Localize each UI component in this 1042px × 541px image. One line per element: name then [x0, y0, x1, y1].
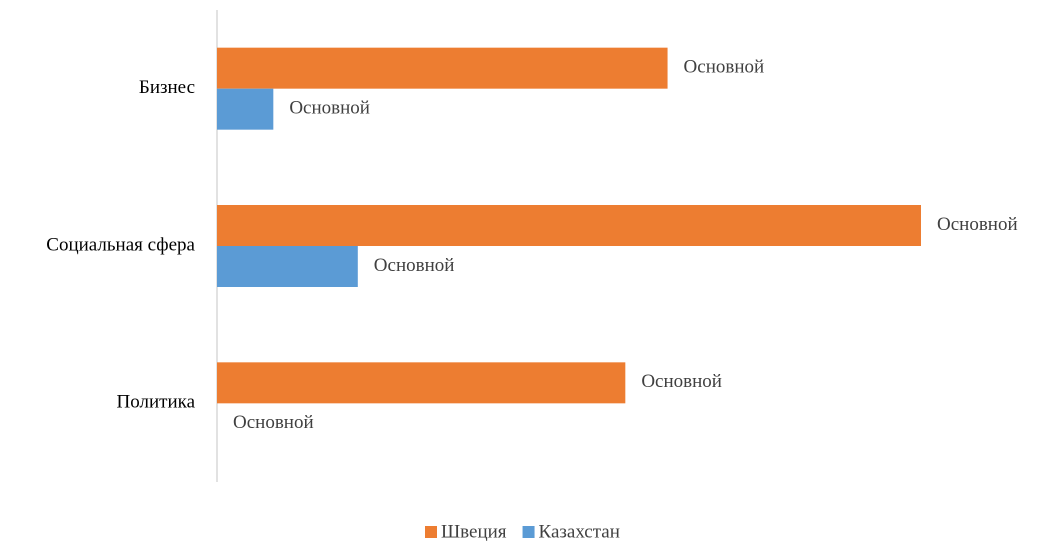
bar — [217, 205, 921, 246]
data-label: Основной — [233, 412, 314, 433]
category-label: Политика — [117, 392, 196, 413]
data-label: Основной — [684, 57, 765, 78]
data-label: Основной — [289, 98, 370, 119]
legend-label: Швеция — [441, 521, 507, 541]
bar — [217, 88, 274, 130]
category-label: Социальная сфера — [46, 234, 195, 255]
category-label: Бизнес — [139, 77, 195, 98]
bar — [217, 362, 626, 404]
legend-swatch — [425, 526, 437, 538]
bar — [217, 47, 668, 89]
legend-label: Казахстан — [539, 521, 620, 541]
data-label: Основной — [641, 371, 722, 392]
data-label: Основной — [937, 214, 1018, 235]
data-label: Основной — [374, 255, 455, 276]
bar — [217, 246, 358, 287]
legend-swatch — [522, 526, 535, 538]
